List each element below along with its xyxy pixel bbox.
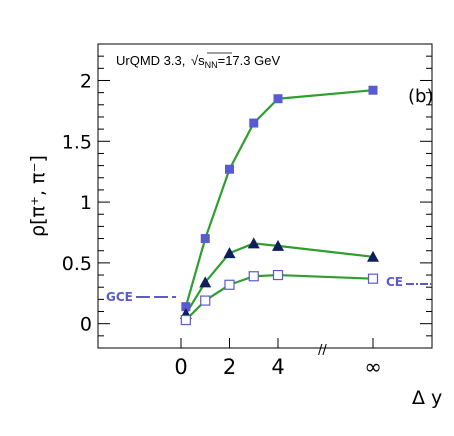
- plot-frame: [97, 43, 433, 349]
- y-tick-labels: 0 0.5 1 1.5 2: [62, 70, 92, 335]
- data-point-open-square: [200, 295, 211, 306]
- series-line-3: [185, 273, 374, 321]
- axis-ticks: [98, 43, 432, 348]
- x-tick-label: 0: [174, 355, 187, 379]
- axis-break-marker: //: [318, 343, 327, 358]
- x-tick-label: 2: [223, 355, 236, 379]
- panel-label: (b): [408, 86, 433, 107]
- y-tick-label: 2: [80, 70, 92, 92]
- data-point-triangle: [367, 250, 379, 262]
- x-tick-label: 4: [271, 355, 284, 379]
- data-point-open-square: [224, 279, 235, 290]
- data-point-filled-square: [273, 94, 283, 104]
- y-tick-label: 1: [80, 192, 92, 214]
- data-point-filled-square: [181, 302, 191, 312]
- series-line-2: [184, 242, 374, 315]
- data-point-open-square: [180, 314, 191, 326]
- series-markers: [179, 85, 379, 326]
- data-point-triangle: [199, 276, 212, 288]
- data-point-triangle: [247, 237, 260, 249]
- energy-annotation: UrQMD 3.3, √sNN=17.3 GeV: [116, 53, 280, 70]
- y-tick-label: 0.5: [62, 253, 92, 275]
- data-point-triangle: [272, 239, 284, 251]
- series-line-1: [184, 89, 374, 307]
- data-point-open-square: [272, 269, 284, 281]
- data-point-open-square: [248, 271, 259, 282]
- data-point-open-square: [367, 273, 379, 284]
- y-axis-title: ρ[π⁺, π⁻]: [27, 155, 49, 237]
- x-tick-label: ∞: [364, 355, 382, 379]
- data-point-filled-square: [368, 85, 378, 95]
- x-tick-labels: 0 2 4 ∞: [174, 355, 381, 379]
- y-tick-label: 0: [80, 314, 92, 336]
- data-point-filled-square: [249, 118, 259, 128]
- series-lines: [184, 89, 374, 321]
- y-tick-label: 1.5: [62, 131, 92, 153]
- x-axis-title: Δ y: [412, 387, 442, 409]
- data-point-filled-square: [225, 164, 234, 174]
- gce-label: GCE: [106, 290, 133, 304]
- data-point-filled-square: [200, 234, 210, 244]
- ce-label: CE: [386, 275, 403, 289]
- data-point-triangle: [223, 247, 236, 259]
